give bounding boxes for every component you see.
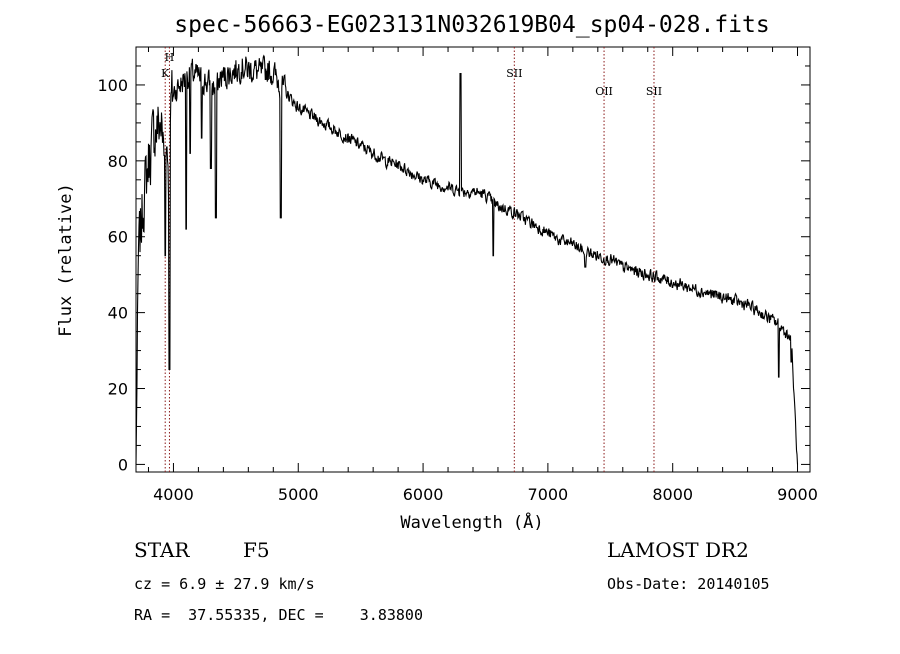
survey-name: LAMOST DR2	[607, 538, 749, 562]
chart-title: spec-56663-EG023131N032619B04_sp04-028.f…	[174, 12, 769, 38]
x-tick-label: 5000	[278, 485, 319, 504]
obs-date: Obs-Date: 20140105	[607, 575, 770, 593]
marker-label: K	[161, 67, 170, 80]
marker-label: SII	[646, 85, 662, 98]
x-tick-label: 9000	[777, 485, 818, 504]
x-axis-label: Wavelength (Å)	[400, 511, 543, 533]
marker-label: SII	[506, 67, 522, 80]
spectrum-line	[135, 54, 799, 465]
object-subclass: F5	[243, 538, 270, 562]
y-tick-label: 0	[118, 455, 128, 474]
x-tick-label: 4000	[153, 485, 194, 504]
y-axis-label: Flux (relative)	[56, 183, 76, 337]
y-tick-label: 20	[108, 380, 128, 399]
y-tick-label: 60	[108, 228, 128, 247]
y-axis-ticks: 0 20 40 60 80 100	[97, 65, 810, 474]
object-class: STAR	[134, 538, 190, 562]
x-axis-ticks: 4000 5000 6000 7000 8000 9000	[147, 47, 818, 504]
y-tick-label: 80	[108, 152, 128, 171]
x-tick-label: 7000	[528, 485, 569, 504]
y-tick-label: 100	[97, 76, 128, 95]
emission-line-markers: KH SII OII SII	[161, 47, 662, 472]
y-tick-label: 40	[108, 304, 128, 323]
x-tick-label: 6000	[403, 485, 444, 504]
coordinates-readout: RA = 37.55335, DEC = 3.83800	[134, 606, 423, 624]
x-tick-label: 8000	[652, 485, 693, 504]
marker-label: H	[165, 51, 175, 64]
redshift-readout: cz = 6.9 ± 27.9 km/s	[134, 575, 315, 593]
marker-label: OII	[595, 85, 613, 98]
plot-frame	[135, 46, 811, 473]
